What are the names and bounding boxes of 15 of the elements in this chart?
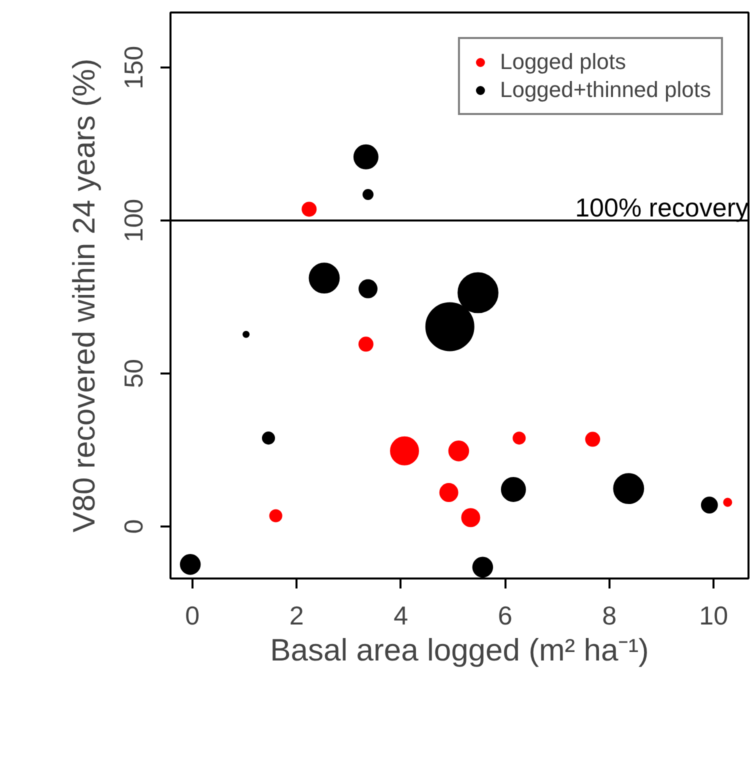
x-tick-label: 4: [394, 600, 408, 630]
x-tick-label: 8: [602, 600, 617, 630]
y-tick-label: 150: [118, 46, 148, 90]
y-tick-label: 100: [118, 198, 148, 242]
x-tick-label: 10: [699, 600, 728, 630]
legend-label: Logged+thinned plots: [500, 77, 711, 103]
legend-label: Logged plots: [500, 49, 626, 75]
ref-line-label: 100% recovery: [575, 192, 749, 223]
x-tick-label: 2: [289, 600, 304, 630]
y-axis-title: V80 recovered within 24 years (%): [66, 58, 102, 532]
x-axis-title: Basal area logged (m² ha⁻¹): [270, 632, 649, 668]
x-tick-label: 6: [498, 600, 512, 630]
y-tick-label: 0: [118, 519, 148, 534]
y-tick-label: 50: [118, 359, 148, 388]
x-tick-label: 0: [185, 600, 200, 630]
